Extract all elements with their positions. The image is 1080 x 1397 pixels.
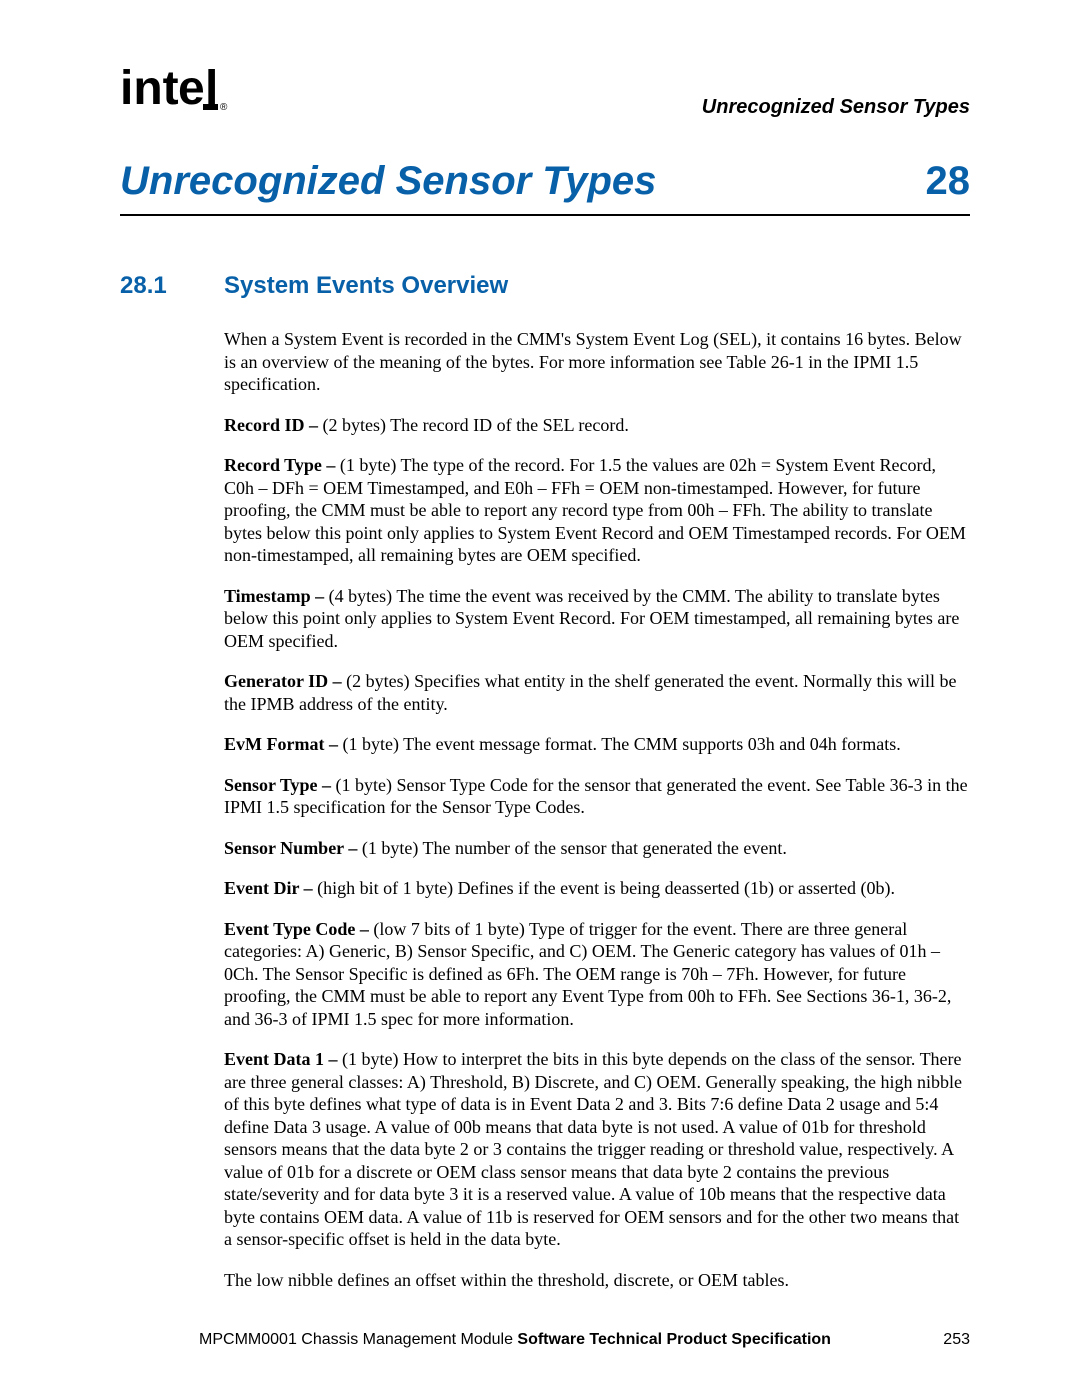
record-id-text: (2 bytes) The record ID of the SEL recor… bbox=[322, 415, 628, 435]
event-dir-text: (high bit of 1 byte) Defines if the even… bbox=[317, 878, 895, 898]
footer-page-number: 253 bbox=[910, 1331, 970, 1349]
body-column: When a System Event is recorded in the C… bbox=[224, 328, 970, 1291]
sensor-type-text: (1 byte) Sensor Type Code for the sensor… bbox=[224, 775, 968, 818]
running-head: Unrecognized Sensor Types bbox=[702, 96, 970, 119]
intro-paragraph: When a System Event is recorded in the C… bbox=[224, 328, 970, 396]
page-footer: MPCMM0001 Chassis Management Module Soft… bbox=[120, 1331, 970, 1349]
page: int e l ® Unrecognized Sensor Types Unre… bbox=[0, 0, 1080, 1397]
chapter-title: Unrecognized Sensor Types bbox=[120, 159, 656, 204]
evm-format-text: (1 byte) The event message format. The C… bbox=[342, 734, 900, 754]
timestamp-label: Timestamp – bbox=[224, 586, 329, 606]
record-id-paragraph: Record ID – (2 bytes) The record ID of t… bbox=[224, 414, 970, 437]
evm-format-paragraph: EvM Format – (1 byte) The event message … bbox=[224, 733, 970, 756]
page-header: int e l ® Unrecognized Sensor Types bbox=[120, 64, 970, 119]
footer-doc-prefix: MPCMM0001 Chassis Management Module bbox=[199, 1331, 517, 1348]
svg-text:int: int bbox=[120, 64, 179, 114]
section-heading: 28.1 System Events Overview bbox=[120, 272, 970, 300]
chapter-number: 28 bbox=[926, 159, 971, 204]
generator-id-paragraph: Generator ID – (2 bytes) Specifies what … bbox=[224, 670, 970, 715]
svg-text:®: ® bbox=[220, 102, 228, 113]
sensor-number-text: (1 byte) The number of the sensor that g… bbox=[362, 838, 787, 858]
chapter-heading: Unrecognized Sensor Types 28 bbox=[120, 159, 970, 216]
footer-doc-title: MPCMM0001 Chassis Management Module Soft… bbox=[120, 1331, 910, 1349]
event-dir-paragraph: Event Dir – (high bit of 1 byte) Defines… bbox=[224, 877, 970, 900]
event-data1-text: (1 byte) How to interpret the bits in th… bbox=[224, 1049, 962, 1249]
event-type-code-paragraph: Event Type Code – (low 7 bits of 1 byte)… bbox=[224, 918, 970, 1031]
evm-format-label: EvM Format – bbox=[224, 734, 342, 754]
timestamp-paragraph: Timestamp – (4 bytes) The time the event… bbox=[224, 585, 970, 653]
svg-text:e: e bbox=[178, 64, 205, 114]
section-number: 28.1 bbox=[120, 272, 224, 300]
record-id-label: Record ID – bbox=[224, 415, 322, 435]
event-type-code-label: Event Type Code – bbox=[224, 919, 373, 939]
record-type-label: Record Type – bbox=[224, 455, 340, 475]
sensor-number-paragraph: Sensor Number – (1 byte) The number of t… bbox=[224, 837, 970, 860]
sensor-type-paragraph: Sensor Type – (1 byte) Sensor Type Code … bbox=[224, 774, 970, 819]
event-data1-paragraph: Event Data 1 – (1 byte) How to interpret… bbox=[224, 1048, 970, 1251]
section-title: System Events Overview bbox=[224, 272, 508, 300]
sensor-type-label: Sensor Type – bbox=[224, 775, 336, 795]
intel-logo: int e l ® bbox=[120, 64, 230, 119]
generator-id-label: Generator ID – bbox=[224, 671, 346, 691]
timestamp-text: (4 bytes) The time the event was receive… bbox=[224, 586, 959, 651]
sensor-number-label: Sensor Number – bbox=[224, 838, 362, 858]
low-nibble-paragraph: The low nibble defines an offset within … bbox=[224, 1269, 970, 1292]
footer-doc-bold: Software Technical Product Specification bbox=[517, 1331, 831, 1348]
record-type-paragraph: Record Type – (1 byte) The type of the r… bbox=[224, 454, 970, 567]
event-dir-label: Event Dir – bbox=[224, 878, 317, 898]
event-data1-label: Event Data 1 – bbox=[224, 1049, 342, 1069]
intel-logo-icon: int e l ® bbox=[120, 64, 230, 114]
